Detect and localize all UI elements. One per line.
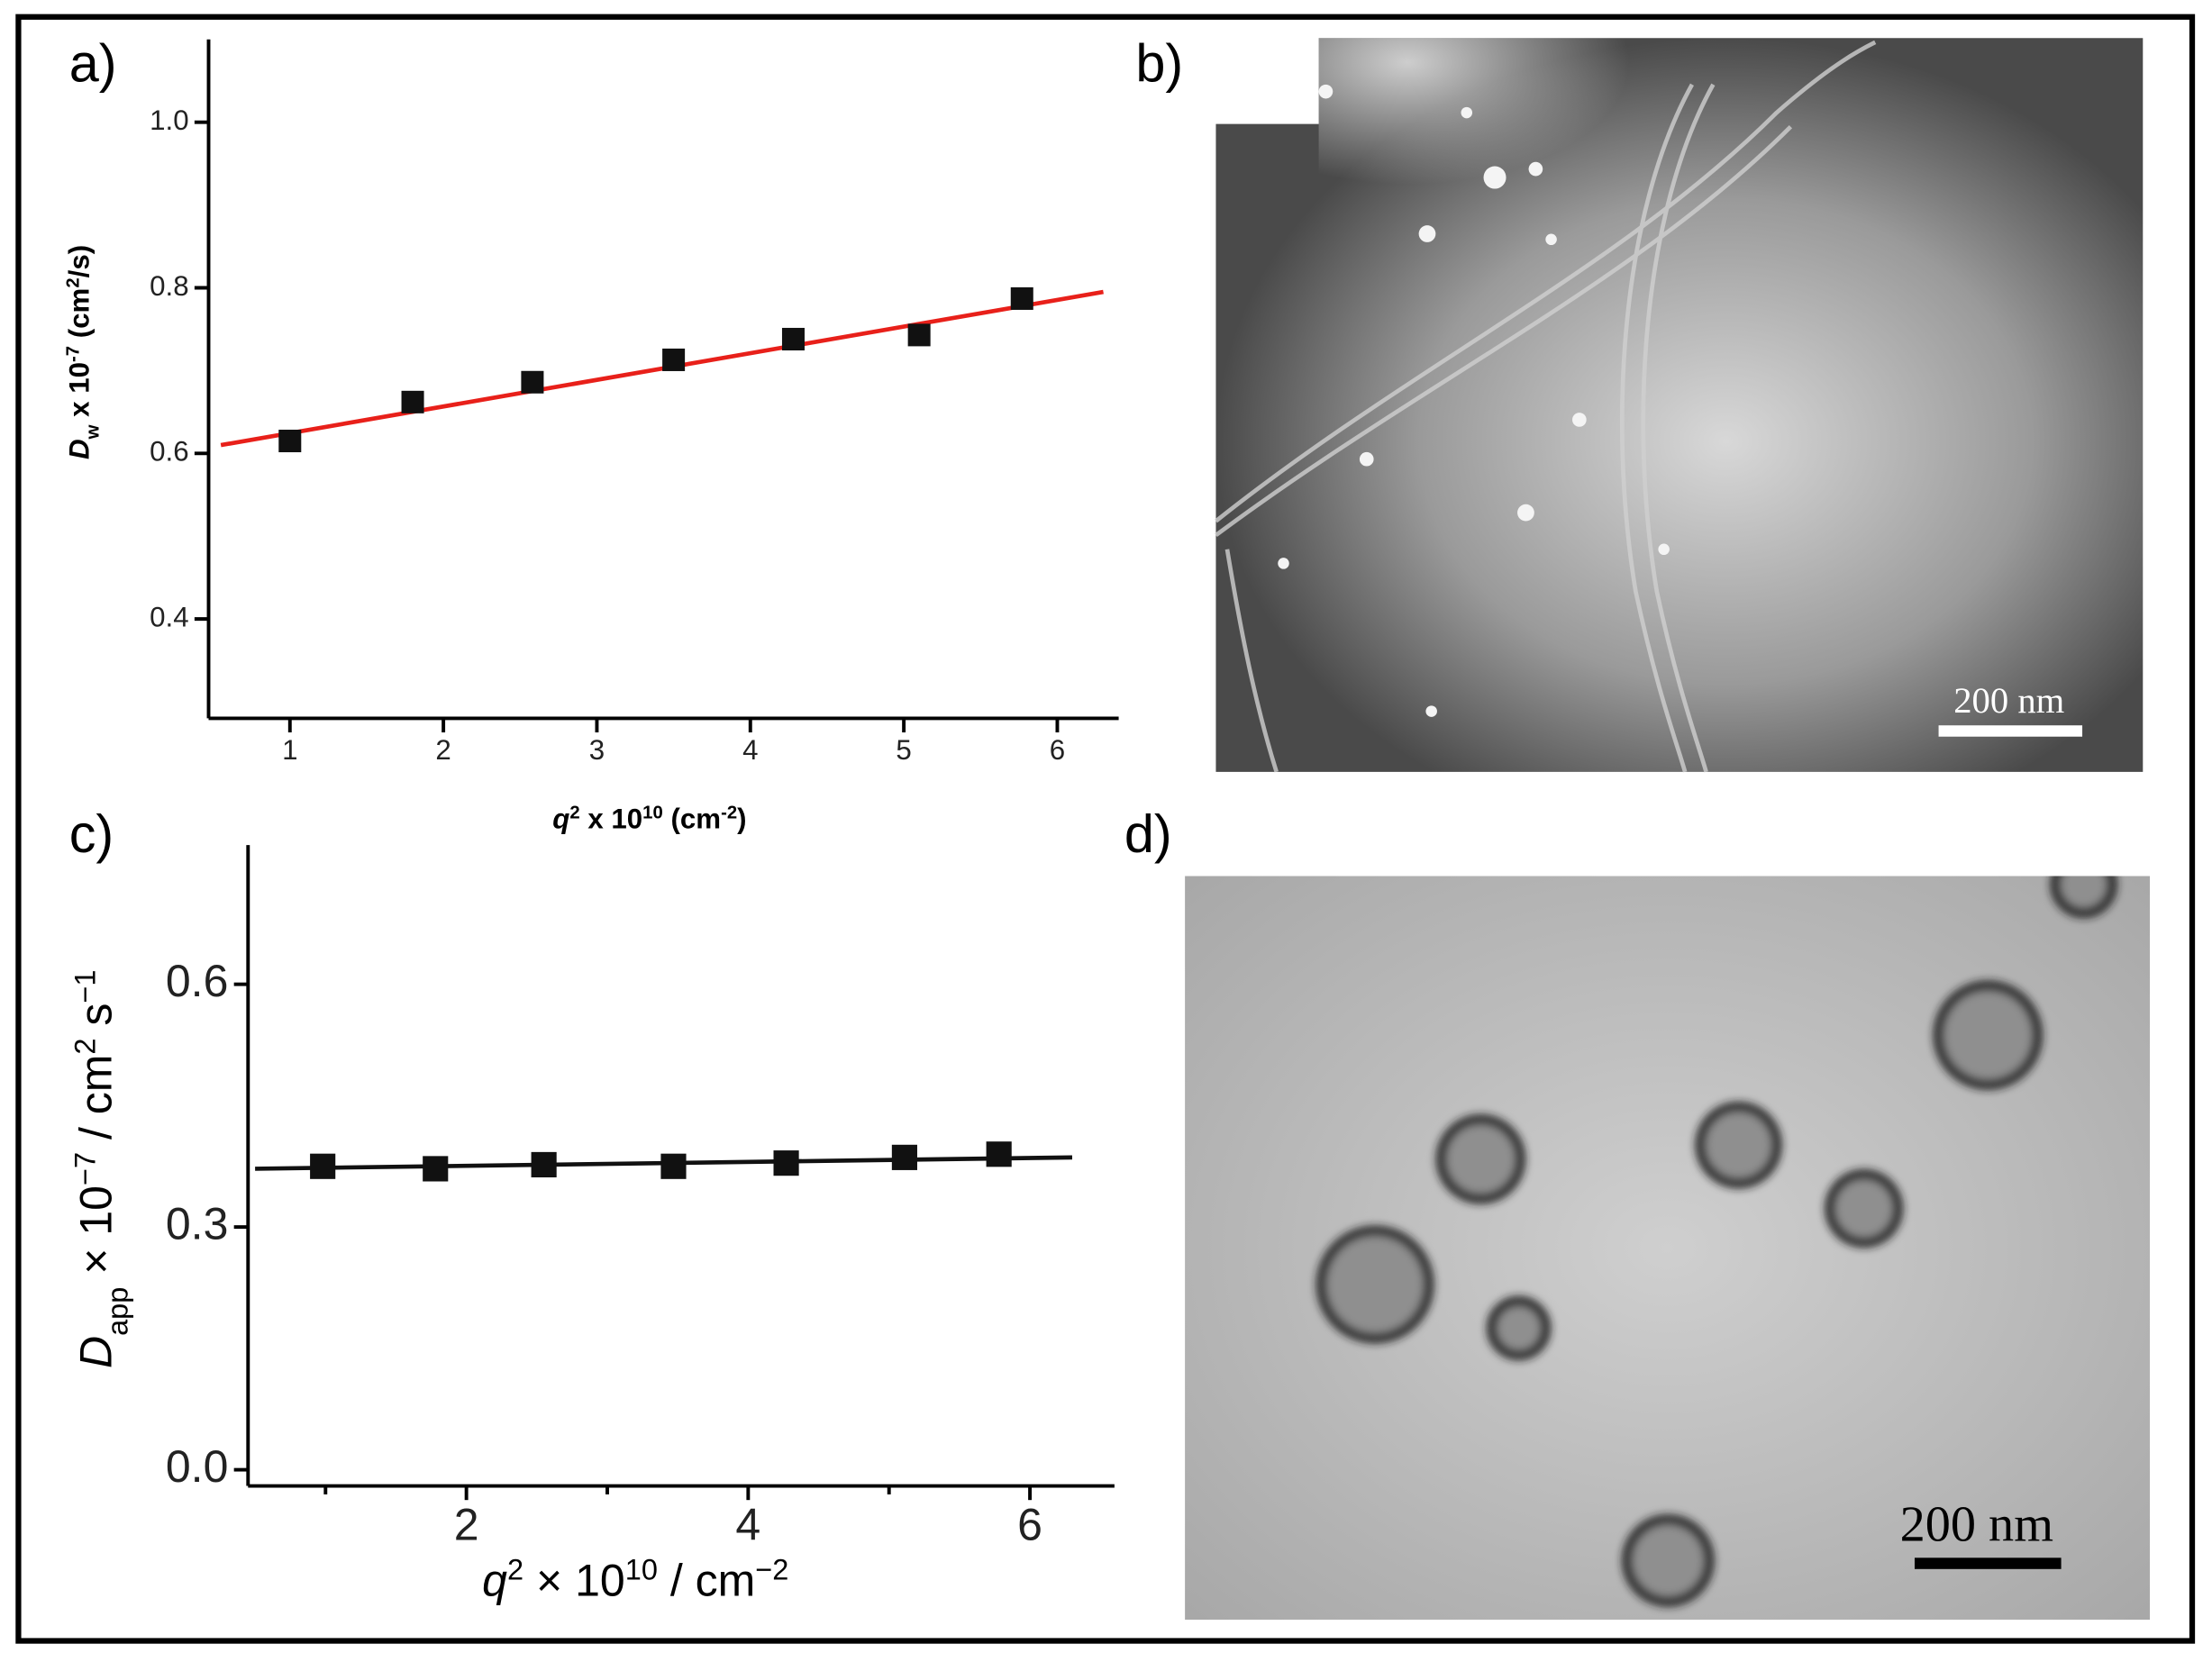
x-tick-label: 3 bbox=[589, 734, 605, 766]
data-point bbox=[278, 430, 302, 453]
axis-label-part: /s) bbox=[64, 245, 96, 278]
data-point bbox=[773, 1150, 799, 1176]
axis-label-part: −2 bbox=[755, 1554, 788, 1586]
axis-label-part: −7 bbox=[69, 1152, 102, 1185]
axis-label-part: −1 bbox=[69, 969, 102, 1003]
x-tick-label: 4 bbox=[735, 1500, 760, 1550]
data-point bbox=[907, 323, 931, 347]
y-tick-label: 0.6 bbox=[150, 436, 188, 468]
x-tick-label: 5 bbox=[896, 734, 911, 766]
data-point bbox=[310, 1153, 336, 1179]
panel-label: b) bbox=[1135, 33, 1183, 94]
axis-label-part: w bbox=[84, 424, 104, 440]
axis-label: Dapp × 10−7 / cm2 s−1 bbox=[69, 969, 134, 1368]
x-tick-label: 1 bbox=[282, 734, 297, 766]
axis-label-part: (cm bbox=[64, 288, 96, 346]
axis-label: q2 × 1010 / cm−2 bbox=[482, 1554, 788, 1606]
data-point bbox=[531, 1151, 557, 1178]
axis-label-part: / cm bbox=[71, 1055, 122, 1152]
data-point bbox=[986, 1141, 1012, 1167]
scale-bar-label: 200 nm bbox=[1900, 1497, 2053, 1553]
fit-line bbox=[220, 289, 1104, 448]
data-point bbox=[1010, 286, 1033, 310]
axis-label-part: 10 bbox=[625, 1554, 658, 1586]
axis-label-part: × 10 bbox=[523, 1556, 625, 1606]
panel-label: c) bbox=[69, 804, 114, 864]
scale-bar-label: 200 nm bbox=[1953, 680, 2064, 721]
axis-label-part: D bbox=[64, 439, 96, 459]
axis-label-part: 2 bbox=[507, 1554, 523, 1586]
y-tick-label: 0.4 bbox=[150, 601, 188, 632]
axis-label-part: q bbox=[552, 803, 569, 834]
axis-label-part: ) bbox=[737, 803, 746, 834]
panel-label: a) bbox=[69, 33, 117, 94]
y-tick-label: 0.8 bbox=[150, 270, 188, 302]
panel-label: d) bbox=[1124, 804, 1172, 864]
y-tick-label: 0.3 bbox=[166, 1198, 229, 1249]
axis-label-part: 2 bbox=[69, 1038, 102, 1054]
data-point bbox=[662, 348, 686, 371]
axis-label: Dw x 10-7 (cm2/s) bbox=[64, 245, 104, 459]
data-point bbox=[891, 1144, 917, 1170]
axis-label-part: x 10 bbox=[580, 803, 643, 834]
micrograph-b bbox=[1214, 38, 2144, 773]
data-point bbox=[521, 370, 544, 394]
axis-label-part: (cm bbox=[663, 803, 721, 834]
axis-label-part: 2 bbox=[569, 803, 579, 822]
axis-label-part: D bbox=[71, 1336, 122, 1368]
x-tick-label: 6 bbox=[1017, 1500, 1042, 1550]
axis-label-part: 10 bbox=[642, 803, 663, 822]
axis-label-part: q bbox=[482, 1556, 507, 1606]
x-tick-label: 2 bbox=[454, 1500, 479, 1550]
data-point bbox=[401, 390, 424, 413]
axis-label-part: app bbox=[102, 1287, 134, 1336]
axis-label-part: 2 bbox=[64, 277, 84, 287]
x-tick-label: 6 bbox=[1050, 734, 1065, 766]
x-tick-label: 2 bbox=[435, 734, 451, 766]
data-point bbox=[781, 327, 805, 350]
y-tick-label: 0.0 bbox=[166, 1441, 229, 1492]
axis-label: q2 x 1010 (cm-2) bbox=[552, 803, 746, 834]
data-point bbox=[660, 1153, 687, 1179]
axis-label-part: -2 bbox=[721, 803, 737, 822]
axis-label-part: s bbox=[71, 1004, 122, 1039]
data-point bbox=[423, 1156, 449, 1182]
y-tick-label: 1.0 bbox=[150, 104, 188, 136]
y-tick-label: 0.6 bbox=[166, 956, 229, 1006]
axis-label-part: / cm bbox=[658, 1556, 755, 1606]
axis-label-part: x 10 bbox=[64, 362, 96, 425]
x-tick-label: 4 bbox=[742, 734, 758, 766]
micrograph-d bbox=[1185, 876, 2151, 1621]
axis-label-part: -7 bbox=[64, 346, 84, 362]
axis-label-part: × 10 bbox=[71, 1185, 122, 1287]
